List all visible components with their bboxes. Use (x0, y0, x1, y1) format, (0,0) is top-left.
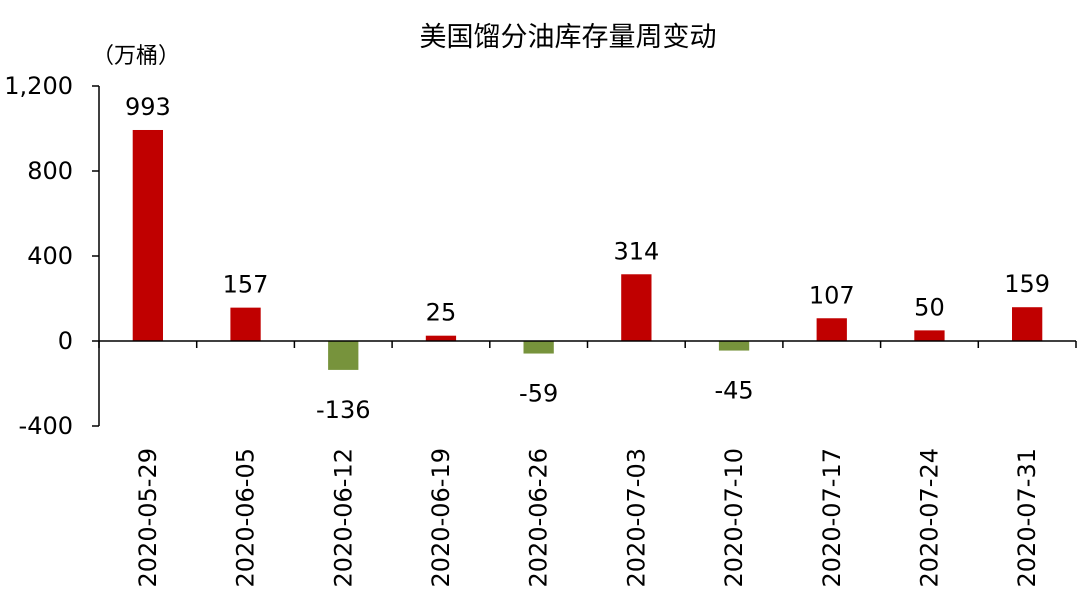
y-tick-label: 400 (27, 242, 73, 270)
bar (1012, 307, 1043, 341)
axes (98, 86, 1076, 426)
x-axis-ticks (98, 341, 1077, 348)
bar (425, 335, 457, 341)
chart-title: 美国馏分油库存量周变动 (420, 22, 717, 53)
bar (914, 330, 945, 341)
y-tick-label: -400 (19, 412, 73, 440)
x-tick-label: 2020-06-26 (525, 448, 553, 587)
data-label: -45 (714, 377, 753, 405)
x-tick-label: 2020-07-17 (818, 448, 846, 587)
bar (816, 318, 847, 341)
y-tick-label: 800 (27, 157, 73, 185)
bar (132, 129, 163, 341)
x-tick-label: 2020-07-03 (622, 448, 650, 587)
x-tick-label: 2020-06-05 (232, 448, 260, 587)
data-label: -136 (316, 396, 370, 424)
bars (132, 129, 1043, 370)
x-tick-label: 2020-07-31 (1013, 448, 1041, 587)
bar (621, 274, 652, 341)
data-label: 157 (223, 271, 269, 299)
x-tick-label: 2020-06-12 (329, 448, 357, 587)
bar (230, 307, 261, 341)
data-labels: 993 157 -136 25 -59 314 -45 107 50 159 (125, 93, 1050, 424)
y-tick-label: 1,200 (4, 72, 73, 100)
y-unit-label: （万桶） (92, 44, 180, 69)
data-label: 107 (809, 281, 855, 309)
data-label: 50 (914, 293, 945, 321)
data-label: 314 (613, 237, 659, 265)
data-label: 159 (1004, 270, 1050, 298)
y-tick-label: 0 (58, 327, 73, 355)
x-tick-label: 2020-07-24 (915, 448, 943, 587)
x-tick-label: 2020-05-29 (134, 448, 162, 587)
bar (328, 341, 359, 370)
y-axis-ticks: -400 0 400 800 1,200 (4, 72, 99, 440)
data-label: -59 (519, 380, 558, 408)
data-label: 993 (125, 93, 171, 121)
bar (523, 341, 554, 354)
x-tick-label: 2020-06-19 (427, 448, 455, 587)
data-label: 25 (426, 299, 457, 327)
x-axis-labels: 2020-05-29 2020-06-05 2020-06-12 2020-06-19… (134, 448, 1041, 587)
bar (718, 341, 750, 351)
x-tick-label: 2020-07-10 (720, 448, 748, 587)
